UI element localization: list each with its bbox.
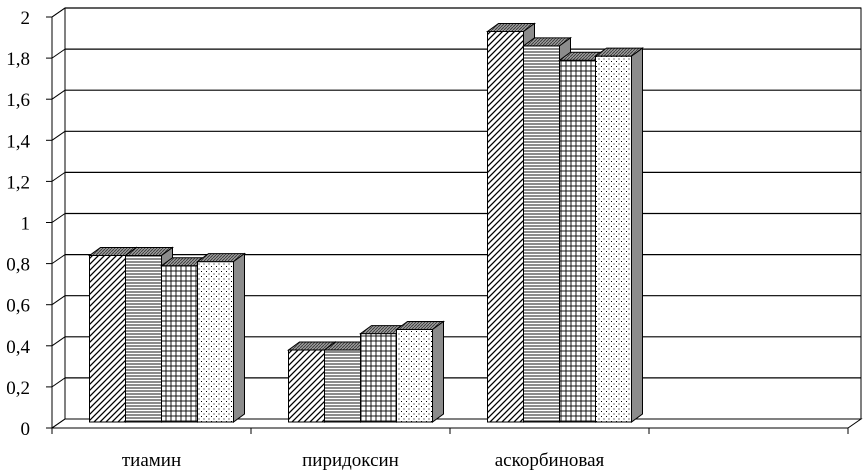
bar-front: [161, 265, 198, 423]
y-tick-label: 2: [21, 8, 31, 29]
bar-front: [360, 333, 397, 423]
side-wall-line: [51, 48, 66, 59]
side-wall-line: [51, 254, 66, 265]
side-wall-line: [51, 336, 66, 347]
bar: [394, 320, 446, 423]
x-tick-label: тиамин: [122, 450, 181, 471]
bar: [593, 47, 645, 423]
bar-side: [432, 320, 444, 423]
axes: [46, 7, 849, 434]
side-wall-line: [51, 377, 66, 388]
side-wall-line: [51, 213, 66, 223]
y-tick-label: 1,4: [6, 131, 30, 152]
side-wall-line: [51, 130, 66, 141]
y-tick-label: 0,8: [6, 255, 30, 276]
bar-front: [487, 30, 524, 423]
y-tick-label: 0,4: [6, 337, 30, 358]
bar-side: [233, 252, 245, 423]
bar-front: [523, 45, 560, 423]
side-wall-line: [51, 418, 66, 429]
side-wall-line: [51, 89, 66, 100]
bar-front: [288, 349, 325, 423]
bar-front: [324, 349, 361, 423]
bars: [87, 22, 645, 423]
bar-front: [396, 328, 433, 423]
y-tick-label: 0,2: [6, 378, 30, 399]
y-tick-label: 1,8: [6, 49, 30, 70]
bar-side: [631, 47, 643, 423]
y-tick-label: 0: [21, 419, 31, 440]
y-tick-label: 1,2: [6, 172, 30, 193]
bar-front: [559, 59, 596, 423]
side-wall-line: [51, 171, 66, 182]
y-tick-label: 1: [21, 214, 31, 235]
x-tick-label: аскорбиновая: [495, 450, 605, 471]
side-wall-top: [51, 7, 66, 18]
y-tick-label: 0,6: [6, 296, 30, 317]
x-tick-label: пиридоксин: [302, 450, 399, 471]
y-tick-labels: 0 0,2 0,4 0,6 0,8 1 1,2 1,4 1,6 1,8 2: [6, 8, 30, 440]
bar-front: [595, 55, 632, 423]
bar-front: [197, 261, 234, 423]
bar-front: [89, 254, 126, 423]
x-tick-labels: тиамин пиридоксин аскорбиновая: [122, 450, 605, 471]
side-wall-line: [51, 295, 66, 306]
bar: [195, 252, 247, 423]
bar-front: [125, 254, 162, 423]
y-tick-label: 1,6: [6, 90, 30, 111]
